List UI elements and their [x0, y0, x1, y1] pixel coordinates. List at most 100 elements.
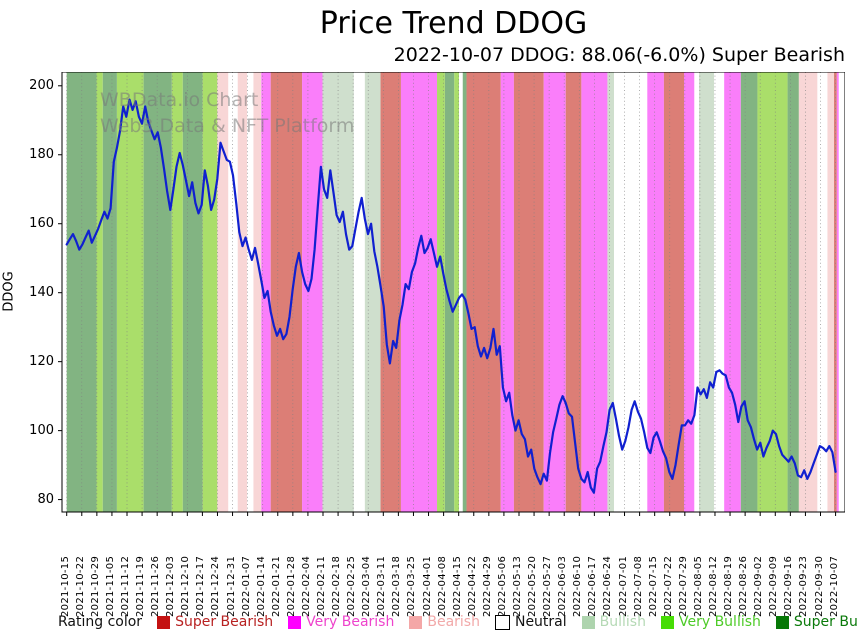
rating-band-very_bearish: [684, 72, 695, 512]
legend-item-very-bullish: Very Bullish: [660, 614, 761, 630]
x-tick-label: 2022-02-04: [300, 555, 312, 617]
x-tick-label: 2022-03-25: [406, 555, 418, 617]
price-line: [65, 98, 837, 494]
x-tick-label: 2022-06-03: [557, 555, 569, 617]
x-tick-label: 2022-04-29: [481, 555, 493, 617]
rating-band-super_bearish: [663, 72, 685, 512]
rating-band-bearish: [798, 72, 818, 512]
rating-band-super_bearish: [565, 72, 582, 512]
x-tick-label: 2022-02-11: [316, 555, 327, 617]
rating-band-super_bearish: [466, 72, 501, 512]
rating-band-very_bearish: [836, 72, 839, 512]
x-tick-label: 2022-10-07: [828, 555, 840, 617]
rating-band-very_bearish: [500, 72, 514, 512]
rating-band-neutral: [458, 72, 463, 512]
x-tick-label: 2022-05-27: [542, 555, 554, 617]
rating-band-bearish: [827, 72, 835, 512]
x-tick-label: 2022-05-13: [511, 555, 523, 617]
rating-band-neutral: [614, 72, 648, 512]
rating-band-neutral: [714, 72, 725, 512]
x-tick-label: 2022-05-20: [527, 555, 539, 617]
x-tick-label: 2021-12-31: [225, 555, 237, 617]
rating-band-very_bullish: [757, 72, 788, 512]
rating-band-very_bearish: [724, 72, 741, 512]
rating-band-very_bullish: [437, 72, 445, 512]
x-tick-label: 2022-04-08: [436, 555, 448, 617]
legend-swatch-icon: [494, 614, 510, 630]
x-tick-label: 2022-01-28: [285, 555, 297, 617]
rating-band-very_bearish: [400, 72, 438, 512]
x-tick-label: 2022-06-17: [587, 555, 599, 617]
x-tick-label: 2021-10-15: [59, 555, 71, 617]
chart-subtitle: 2022-10-07 DDOG: 88.06(-6.0%) Super Bear…: [393, 44, 845, 66]
rating-band-neutral: [228, 72, 238, 512]
legend-item-bullish: Bullish: [581, 614, 646, 630]
x-tick-label: 2022-07-22: [662, 555, 674, 617]
legend-item-label: Super Bullish: [793, 614, 857, 630]
x-tick-label: 2022-08-12: [707, 555, 719, 617]
x-tick-label: 2022-06-10: [572, 555, 584, 617]
x-tick-label: 2022-07-01: [617, 555, 629, 617]
y-tick-label: 80: [37, 491, 54, 507]
rating-band-bearish: [217, 72, 229, 512]
x-tick-label: 2021-10-22: [74, 555, 86, 617]
legend-swatch-icon: [581, 615, 595, 629]
legend-item-label: Neutral: [514, 614, 567, 630]
x-tick-label: 2021-11-12: [120, 555, 131, 617]
x-tick-label: 2022-03-04: [361, 555, 373, 617]
legend-item-label: Very Bearish: [306, 614, 395, 630]
rating-band-super_bearish: [270, 72, 303, 512]
x-tick-label: 2022-04-01: [421, 555, 433, 617]
legend-item-very-bearish: Very Bearish: [288, 614, 394, 630]
legend-swatch-icon: [409, 615, 423, 629]
rating-band-bullish: [607, 72, 615, 512]
legend-item-label: Bullish: [599, 614, 646, 630]
rating-band-very_bullish: [171, 72, 183, 512]
rating-band-bullish: [364, 72, 381, 512]
y-axis-label: DDOG: [1, 271, 17, 312]
rating-band-super_bearish: [513, 72, 544, 512]
rating-band-super_bullish: [462, 72, 467, 512]
rating-legend: Rating color Super Bearish Very Bearish Be…: [58, 614, 857, 630]
legend-swatch-icon: [288, 615, 302, 629]
x-tick-label: 2022-02-18: [331, 555, 343, 617]
rating-band-very_bullish: [202, 72, 218, 512]
legend-item-bearish: Bearish: [409, 614, 480, 630]
x-tick-label: 2022-09-30: [813, 555, 825, 617]
legend-item-label: Bearish: [427, 614, 480, 630]
rating-band-very_bearish: [302, 72, 323, 512]
y-tick-label: 100: [29, 422, 54, 438]
rating-band-super_bullish: [787, 72, 799, 512]
y-tick-label: 140: [29, 284, 54, 300]
x-tick-label: 2021-11-05: [104, 555, 116, 617]
y-tick-label: 160: [29, 215, 54, 231]
x-tick-label: 2022-08-05: [692, 555, 704, 617]
legend-item-super-bullish: Super Bullish: [775, 614, 857, 630]
rating-band-super_bullish: [143, 72, 172, 512]
legend-prefix-label: Rating color: [58, 614, 143, 630]
rating-band-bullish: [699, 72, 715, 512]
x-tick-label: 2022-07-15: [647, 555, 659, 617]
x-tick-label: 2022-02-25: [346, 555, 358, 617]
rating-band-very_bullish: [116, 72, 144, 512]
x-tick-label: 2022-08-19: [723, 555, 735, 617]
x-tick-label: 2022-01-21: [270, 555, 282, 617]
legend-item-label: Super Bearish: [175, 614, 274, 630]
x-tick-label: 2022-07-29: [677, 555, 689, 617]
chart-title: Price Trend DDOG: [319, 6, 588, 41]
x-tick-label: 2022-07-08: [632, 555, 644, 617]
x-tick-label: 2022-09-02: [753, 555, 765, 617]
rating-band-super_bearish: [380, 72, 401, 512]
x-tick-label: 2022-03-11: [376, 555, 388, 617]
x-tick-label: 2021-12-03: [165, 555, 177, 617]
x-tick-label: 2022-06-24: [602, 555, 614, 617]
x-tick-label: 2022-08-26: [738, 555, 750, 617]
legend-item-label: Very Bullish: [678, 614, 761, 630]
x-tick-label: 2021-12-17: [195, 555, 207, 617]
x-tick-label: 2022-03-18: [391, 555, 403, 617]
x-tick-label: 2022-01-14: [255, 555, 267, 617]
legend-swatch-icon: [775, 615, 789, 629]
x-tick-label: 2022-04-15: [451, 555, 463, 617]
rating-band-neutral: [247, 72, 254, 512]
rating-band-bearish: [237, 72, 248, 512]
